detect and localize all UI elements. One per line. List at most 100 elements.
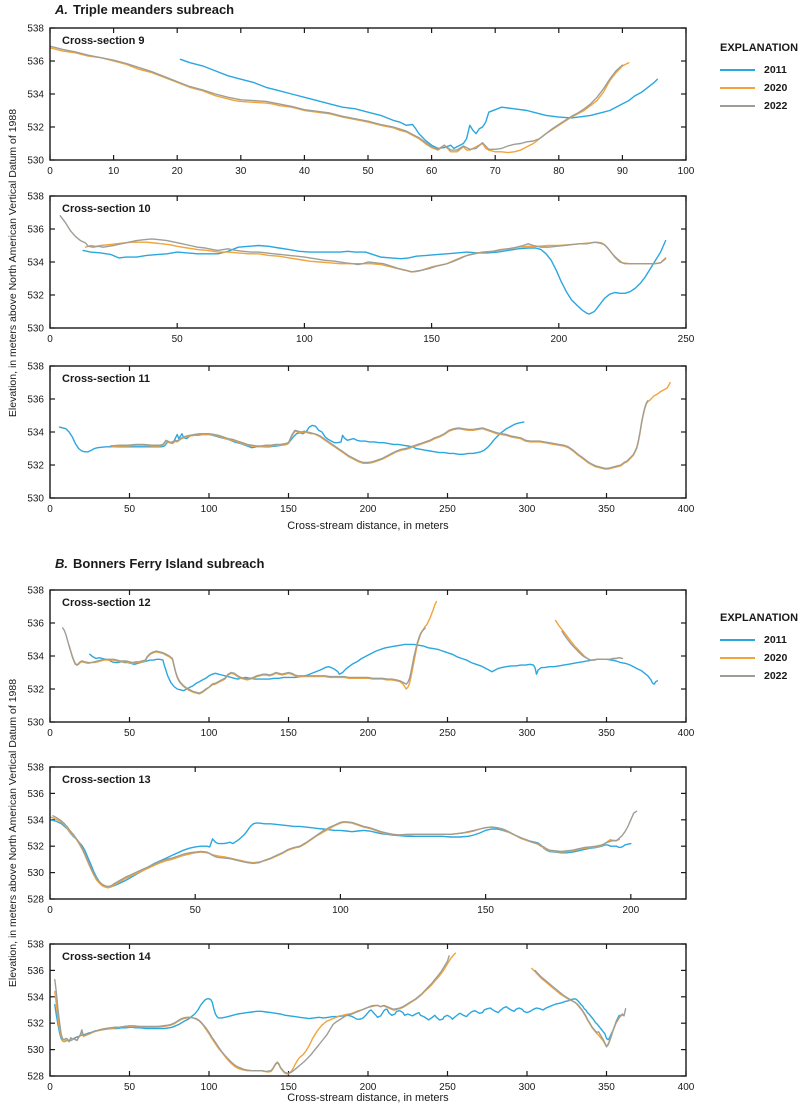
svg-text:532: 532 bbox=[27, 1019, 44, 1030]
panel-b-title: B. Bonners Ferry Island subreach bbox=[55, 556, 264, 571]
legend-a-entry-2020: 2020 bbox=[720, 79, 808, 97]
svg-text:532: 532 bbox=[27, 291, 44, 302]
svg-text:100: 100 bbox=[201, 728, 218, 739]
svg-text:300: 300 bbox=[519, 728, 536, 739]
svg-text:534: 534 bbox=[27, 90, 44, 101]
legend-a-label-2020: 2020 bbox=[764, 82, 788, 94]
svg-text:250: 250 bbox=[439, 728, 456, 739]
svg-text:536: 536 bbox=[27, 966, 44, 977]
svg-text:534: 534 bbox=[27, 815, 44, 826]
svg-text:150: 150 bbox=[280, 504, 297, 515]
svg-text:530: 530 bbox=[27, 324, 44, 335]
svg-text:40: 40 bbox=[299, 166, 311, 177]
legend-b-label-2020: 2020 bbox=[764, 652, 788, 664]
legend-panel-b: EXPLANATION 2011 2020 2022 bbox=[720, 612, 808, 685]
svg-text:50: 50 bbox=[124, 504, 136, 515]
svg-text:532: 532 bbox=[27, 123, 44, 134]
svg-text:200: 200 bbox=[360, 1082, 377, 1093]
chart-cross-section-11: 0 50 100 150 200 250 300 350 400 530 532 534 536 538 bbox=[27, 362, 694, 516]
svg-text:532: 532 bbox=[27, 842, 44, 853]
legend-b-entry-2022: 2022 bbox=[720, 667, 808, 685]
svg-text:200: 200 bbox=[622, 905, 639, 916]
chart-cross-section-13: 0 50 100 150 200 528 530 532 534 536 538 bbox=[27, 763, 687, 916]
svg-text:400: 400 bbox=[678, 1082, 694, 1093]
svg-text:0: 0 bbox=[47, 334, 53, 345]
svg-text:528: 528 bbox=[27, 1072, 44, 1083]
svg-text:534: 534 bbox=[27, 992, 44, 1003]
svg-text:534: 534 bbox=[27, 258, 44, 269]
svg-text:538: 538 bbox=[27, 192, 44, 203]
svg-text:0: 0 bbox=[47, 504, 53, 515]
svg-text:60: 60 bbox=[426, 166, 438, 177]
legend-b-title: EXPLANATION bbox=[720, 612, 799, 624]
chart-cross-section-10: 0 50 100 150 200 250 530 532 534 536 538 bbox=[27, 192, 694, 346]
svg-text:528: 528 bbox=[27, 895, 44, 906]
svg-text:100: 100 bbox=[201, 504, 218, 515]
svg-text:10: 10 bbox=[108, 166, 120, 177]
chart-label-cross-section-10: Cross-section 10 bbox=[62, 203, 151, 215]
svg-text:400: 400 bbox=[678, 728, 694, 739]
svg-text:0: 0 bbox=[47, 728, 53, 739]
svg-text:538: 538 bbox=[27, 763, 44, 774]
legend-a-title: EXPLANATION bbox=[720, 42, 799, 54]
chart-label-cross-section-9: Cross-section 9 bbox=[62, 35, 145, 47]
chart-label-cross-section-14: Cross-section 14 bbox=[62, 951, 151, 963]
svg-text:530: 530 bbox=[27, 868, 44, 879]
legend-panel-a: EXPLANATION 2011 2020 2022 bbox=[720, 42, 808, 115]
svg-text:30: 30 bbox=[235, 166, 247, 177]
panel-b-title-text: Bonners Ferry Island subreach bbox=[73, 556, 265, 571]
svg-text:532: 532 bbox=[27, 685, 44, 696]
svg-text:400: 400 bbox=[678, 504, 694, 515]
svg-text:532: 532 bbox=[27, 461, 44, 472]
chart-cross-section-9: 0 10 20 30 40 50 60 70 80 90 100 530 532 534 536 538 bbox=[27, 24, 694, 178]
legend-line-2022-icon bbox=[720, 105, 755, 107]
legend-a-label-2022: 2022 bbox=[764, 100, 788, 112]
svg-text:200: 200 bbox=[550, 334, 567, 345]
x-axis-label-panel-b: Cross-stream distance, in meters bbox=[287, 1092, 449, 1104]
svg-text:90: 90 bbox=[617, 166, 629, 177]
svg-text:250: 250 bbox=[439, 504, 456, 515]
svg-text:250: 250 bbox=[439, 1082, 456, 1093]
x-axis-label-panel-a: Cross-stream distance, in meters bbox=[287, 520, 449, 532]
svg-text:70: 70 bbox=[490, 166, 502, 177]
svg-text:150: 150 bbox=[280, 1082, 297, 1093]
svg-text:536: 536 bbox=[27, 225, 44, 236]
legend-line-2022-icon bbox=[720, 675, 755, 677]
svg-text:250: 250 bbox=[678, 334, 694, 345]
svg-text:530: 530 bbox=[27, 156, 44, 167]
legend-line-2011-icon bbox=[720, 69, 755, 71]
svg-text:536: 536 bbox=[27, 395, 44, 406]
svg-text:150: 150 bbox=[280, 728, 297, 739]
chart-label-cross-section-11: Cross-section 11 bbox=[62, 373, 151, 385]
svg-text:200: 200 bbox=[360, 728, 377, 739]
svg-text:538: 538 bbox=[27, 586, 44, 597]
svg-text:0: 0 bbox=[47, 166, 53, 177]
svg-text:536: 536 bbox=[27, 57, 44, 68]
panel-a-letter: A. bbox=[55, 2, 68, 17]
svg-text:150: 150 bbox=[423, 334, 440, 345]
svg-text:536: 536 bbox=[27, 619, 44, 630]
svg-text:80: 80 bbox=[553, 166, 565, 177]
legend-line-2020-icon bbox=[720, 87, 755, 89]
svg-text:0: 0 bbox=[47, 905, 53, 916]
svg-text:50: 50 bbox=[362, 166, 374, 177]
svg-text:200: 200 bbox=[360, 504, 377, 515]
legend-b-entry-2020: 2020 bbox=[720, 649, 808, 667]
svg-text:350: 350 bbox=[598, 504, 615, 515]
svg-text:300: 300 bbox=[519, 1082, 536, 1093]
svg-text:530: 530 bbox=[27, 1045, 44, 1056]
svg-text:100: 100 bbox=[332, 905, 349, 916]
legend-b-entry-2011: 2011 bbox=[720, 631, 808, 649]
svg-text:150: 150 bbox=[477, 905, 494, 916]
panel-b-letter: B. bbox=[55, 556, 68, 571]
svg-text:50: 50 bbox=[124, 1082, 136, 1093]
legend-b-label-2022: 2022 bbox=[764, 670, 788, 682]
svg-text:530: 530 bbox=[27, 494, 44, 505]
svg-text:50: 50 bbox=[124, 728, 136, 739]
svg-text:50: 50 bbox=[190, 905, 202, 916]
legend-a-entry-2022: 2022 bbox=[720, 97, 808, 115]
svg-text:100: 100 bbox=[296, 334, 313, 345]
svg-text:20: 20 bbox=[172, 166, 184, 177]
svg-text:350: 350 bbox=[598, 1082, 615, 1093]
legend-line-2011-icon bbox=[720, 639, 755, 641]
